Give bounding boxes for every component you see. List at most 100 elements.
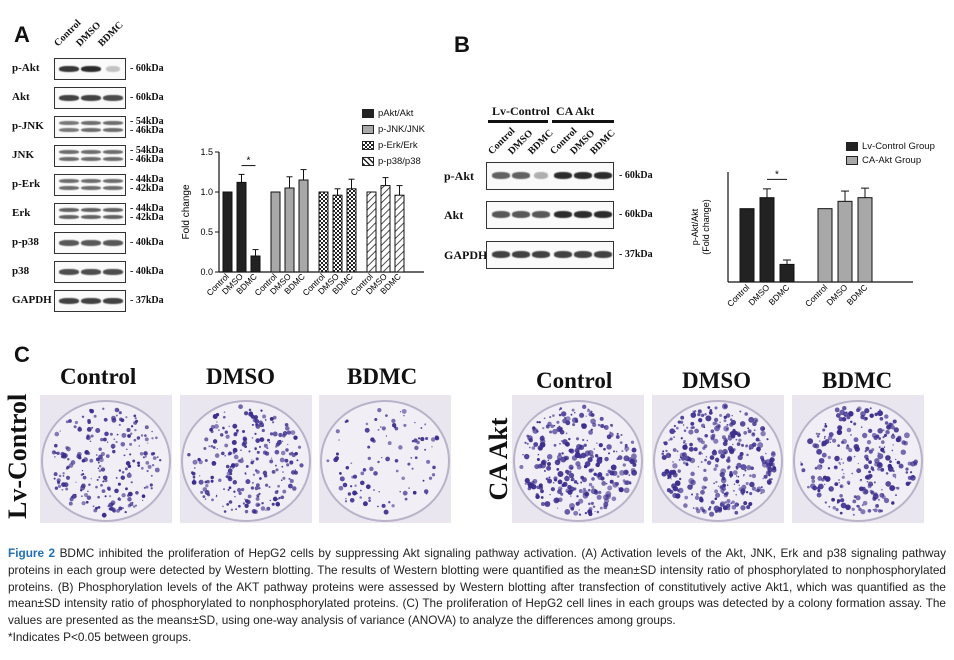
colony <box>228 500 233 504</box>
colony <box>67 458 70 461</box>
colony <box>111 446 115 449</box>
colony <box>590 418 596 425</box>
colony <box>807 438 814 445</box>
legend-label: p-Erk/Erk <box>378 140 418 151</box>
colony <box>532 478 538 484</box>
colony <box>88 483 91 487</box>
blot-band <box>81 121 101 125</box>
colony <box>909 471 913 474</box>
colony <box>385 435 388 437</box>
colony <box>735 494 737 496</box>
colony <box>532 428 539 434</box>
dish-rim <box>41 400 171 522</box>
colony <box>864 454 869 460</box>
colony <box>816 464 823 470</box>
colony <box>684 495 689 500</box>
colony <box>150 487 153 490</box>
colony <box>68 419 72 423</box>
blot-band <box>554 251 572 258</box>
colony <box>424 423 427 426</box>
colony <box>743 431 748 435</box>
colony <box>891 449 894 452</box>
colony <box>754 489 757 492</box>
colony <box>262 450 268 455</box>
colony <box>276 490 279 493</box>
colony <box>253 415 259 420</box>
colony <box>668 439 670 441</box>
colony <box>365 484 371 490</box>
colony <box>731 415 733 417</box>
chart-b-category-label: Control <box>725 282 752 309</box>
colony <box>837 425 843 431</box>
colony <box>151 437 154 440</box>
colony <box>722 505 728 511</box>
colony <box>408 487 410 489</box>
colony <box>269 432 274 436</box>
colony <box>673 424 677 428</box>
blot-b-kda-label: - 37kDa <box>619 249 653 260</box>
colony <box>129 453 132 456</box>
colony <box>705 415 712 422</box>
colony <box>78 456 82 460</box>
colony <box>422 479 425 482</box>
dish-image <box>793 400 923 522</box>
colony <box>255 424 261 429</box>
colony <box>229 472 233 476</box>
colony <box>870 466 875 471</box>
colony <box>801 468 806 473</box>
colony <box>418 437 421 440</box>
colony <box>102 480 105 483</box>
colony <box>694 428 699 434</box>
colony <box>821 452 827 458</box>
colony <box>275 502 280 507</box>
colony <box>538 446 543 451</box>
colony <box>125 461 131 466</box>
colony <box>623 469 629 476</box>
chart-a-bar <box>380 185 391 273</box>
colony <box>140 466 144 470</box>
colony <box>590 468 595 472</box>
colony <box>256 483 260 488</box>
colony <box>881 489 883 491</box>
colony <box>769 457 775 463</box>
colony <box>727 434 731 438</box>
colony <box>232 480 238 485</box>
colony-column-label: DMSO <box>682 368 751 393</box>
colony <box>587 409 591 413</box>
colony <box>240 449 242 452</box>
colony <box>424 448 427 451</box>
colony <box>601 481 607 486</box>
colony <box>230 463 236 468</box>
colony <box>260 506 266 511</box>
colony <box>274 464 277 467</box>
colony <box>404 497 408 501</box>
colony <box>394 459 399 463</box>
colony <box>727 456 731 460</box>
colony <box>553 424 556 427</box>
blot-band <box>81 128 101 132</box>
colony <box>747 427 750 430</box>
colony <box>115 440 118 444</box>
colony <box>746 453 749 457</box>
colony <box>255 457 259 461</box>
colony <box>143 486 146 489</box>
colony <box>414 456 418 460</box>
colony <box>285 448 289 452</box>
colony <box>401 476 405 481</box>
colony <box>132 459 136 463</box>
colony <box>578 513 582 516</box>
colony <box>151 464 155 467</box>
colony <box>154 467 160 473</box>
colony <box>233 432 238 437</box>
blot-band <box>103 157 123 161</box>
colony <box>694 410 697 413</box>
colony <box>98 447 102 451</box>
colony <box>232 467 234 470</box>
blot-band <box>554 211 572 218</box>
colony <box>402 490 408 496</box>
dish-image <box>181 400 311 522</box>
colony <box>692 426 695 429</box>
colony <box>431 473 436 477</box>
colony <box>250 461 254 465</box>
colony <box>232 447 238 453</box>
